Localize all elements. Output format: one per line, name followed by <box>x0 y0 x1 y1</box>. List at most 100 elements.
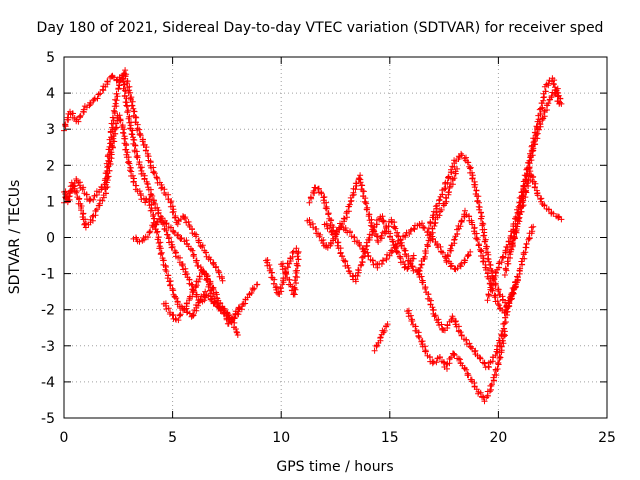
data-point <box>437 243 444 250</box>
data-point <box>228 319 235 325</box>
data-point <box>420 279 426 286</box>
data-point <box>136 126 143 133</box>
data-point <box>107 140 114 147</box>
data-point <box>401 264 408 271</box>
data-point <box>530 223 537 230</box>
data-point <box>168 244 175 251</box>
data-point <box>151 170 158 177</box>
data-point <box>335 239 342 246</box>
data-point <box>463 366 470 373</box>
data-point <box>515 209 522 216</box>
data-point <box>113 97 120 104</box>
data-point <box>492 270 499 277</box>
data-point <box>445 173 452 180</box>
data-point <box>306 219 313 226</box>
data-point <box>381 327 388 334</box>
data-point <box>457 262 464 269</box>
data-point <box>116 78 123 85</box>
data-point <box>554 89 561 96</box>
data-point <box>497 354 504 361</box>
data-point <box>534 192 541 199</box>
data-point <box>130 178 137 185</box>
data-point <box>196 273 203 280</box>
data-point <box>469 345 476 352</box>
data-point <box>492 352 499 359</box>
data-point <box>144 180 151 187</box>
data-point <box>291 291 298 298</box>
data-point <box>325 211 332 218</box>
data-point <box>481 398 488 405</box>
data-point <box>174 221 181 228</box>
data-point <box>378 261 385 267</box>
data-point <box>467 248 474 255</box>
data-point <box>110 107 117 114</box>
data-point <box>502 319 509 325</box>
data-point <box>328 240 335 247</box>
data-point <box>469 175 476 182</box>
data-point <box>455 355 462 362</box>
data-point <box>541 113 548 120</box>
data-point <box>387 233 393 240</box>
data-point <box>520 193 526 200</box>
data-point <box>120 129 126 136</box>
data-point <box>195 302 201 309</box>
data-point <box>79 186 86 193</box>
data-point <box>532 141 538 148</box>
data-point <box>444 322 451 329</box>
data-point <box>169 243 176 250</box>
data-point <box>424 241 431 248</box>
data-point <box>221 310 228 317</box>
data-point <box>97 90 104 97</box>
data-point <box>293 245 300 252</box>
data-point <box>232 326 239 332</box>
data-point <box>168 238 175 245</box>
data-point <box>397 236 404 243</box>
data-point <box>234 332 241 338</box>
data-point <box>451 351 458 358</box>
data-point <box>158 185 165 192</box>
data-point <box>469 221 476 228</box>
data-point <box>106 143 113 150</box>
data-point <box>363 200 370 207</box>
data-point <box>99 197 106 204</box>
data-point <box>532 184 538 190</box>
data-point <box>183 300 190 307</box>
data-point <box>484 297 491 304</box>
data-point <box>389 238 396 245</box>
data-point <box>465 372 472 379</box>
data-point <box>515 215 522 222</box>
data-point <box>422 248 429 254</box>
data-point <box>277 285 284 292</box>
data-series-layer <box>61 67 565 405</box>
data-point <box>144 234 151 241</box>
data-point <box>402 232 409 239</box>
data-point <box>108 134 115 141</box>
series-track-e <box>160 268 246 327</box>
data-point <box>215 269 222 276</box>
data-point <box>383 255 390 262</box>
data-point <box>504 258 511 265</box>
data-point <box>73 176 80 182</box>
data-point <box>486 388 493 395</box>
data-point <box>408 226 415 233</box>
data-point <box>377 335 384 341</box>
data-point <box>444 251 451 258</box>
data-point <box>340 215 347 222</box>
data-point <box>495 260 502 267</box>
data-point <box>136 188 143 195</box>
data-point <box>102 181 109 188</box>
data-point <box>154 219 161 226</box>
data-point <box>541 202 548 209</box>
data-point <box>375 239 382 245</box>
data-point <box>165 305 172 312</box>
data-point <box>526 235 533 242</box>
chart-title: Day 180 of 2021, Sidereal Day-to-day VTE… <box>37 20 604 36</box>
data-point <box>431 313 438 320</box>
data-point <box>134 154 141 161</box>
data-point <box>481 232 488 239</box>
data-point <box>175 317 182 324</box>
data-point <box>424 242 431 249</box>
data-point <box>210 260 216 267</box>
data-point <box>170 208 177 215</box>
